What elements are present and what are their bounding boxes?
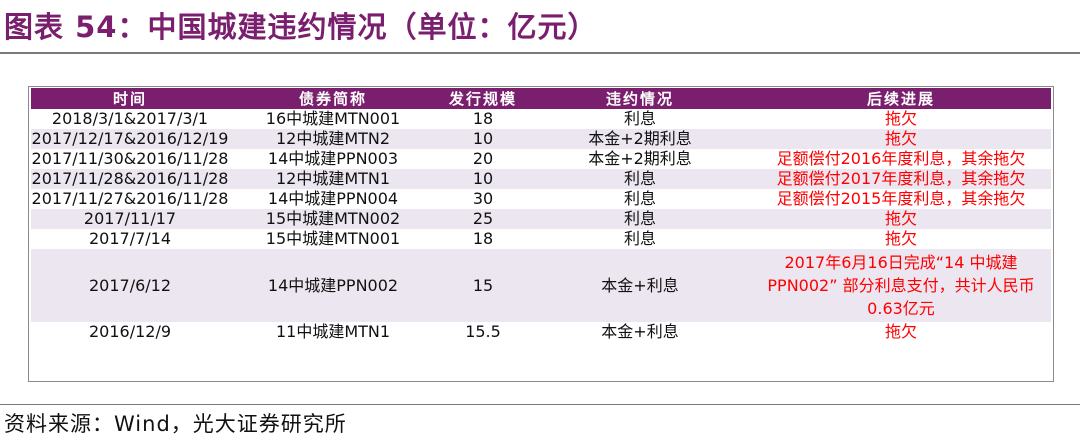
cell-progress: 拖欠 — [751, 209, 1051, 229]
table-row: 2018/3/1&2017/3/1 16中城建MTN001 18 利息 拖欠 — [31, 109, 1051, 129]
default-table: 时间 债券简称 发行规模 违约情况 后续进展 2018/3/1&2017/3/1… — [31, 88, 1051, 342]
cell-bond-name: 14中城建PPN002 — [229, 249, 437, 322]
table-frame — [28, 86, 1054, 382]
cell-progress: 拖欠 — [884, 322, 917, 341]
cell-progress: 拖欠 — [884, 109, 917, 128]
cell-default-status: 本金+2期利息 — [529, 129, 751, 149]
cell-default-status: 本金+2期利息 — [588, 149, 692, 168]
header-bond-name: 债券简称 — [229, 88, 437, 109]
cell-issue-size: 10 — [437, 169, 529, 189]
cell-default-status: 利息 — [623, 109, 656, 128]
cell-default-status: 本金+利息 — [601, 322, 679, 341]
cell-bond-name: 12中城建MTN1 — [229, 169, 437, 189]
cell-default-status: 利息 — [529, 169, 751, 189]
source-note: 资料来源：Wind，光大证券研究所 — [4, 412, 347, 436]
cell-progress: 2017年6月16日完成“14 中城建 PPN002” 部分利息支付，共计人民币… — [751, 249, 1051, 322]
table-row: 2017/7/14 15中城建MTN001 18 利息 拖欠 — [31, 229, 1051, 249]
cell-time: 2017/7/14 — [88, 229, 172, 248]
cell-time: 2017/11/30&2016/11/28 — [31, 149, 229, 168]
title-divider — [0, 52, 1080, 54]
header-default-status: 违约情况 — [529, 88, 751, 109]
cell-bond-name: 12中城建MTN2 — [229, 129, 437, 149]
cell-bond-name: 15中城建MTN001 — [265, 229, 401, 248]
cell-default-status: 利息 — [623, 229, 656, 248]
cell-progress: 拖欠 — [884, 229, 917, 248]
source-divider — [0, 404, 1080, 405]
cell-issue-size: 18 — [472, 229, 494, 248]
cell-issue-size: 25 — [437, 209, 529, 229]
cell-time: 2018/3/1&2017/3/1 — [51, 109, 209, 128]
table-row: 2017/11/28&2016/11/28 12中城建MTN1 10 利息 足额… — [31, 169, 1051, 189]
cell-issue-size: 10 — [437, 129, 529, 149]
cell-default-status: 利息 — [529, 209, 751, 229]
cell-bond-name: 11中城建MTN1 — [275, 322, 391, 341]
cell-progress: 足额偿付2016年度利息，其余拖欠 — [776, 149, 1026, 168]
cell-issue-size: 30 — [472, 189, 494, 208]
cell-progress: 足额偿付2015年度利息，其余拖欠 — [776, 189, 1026, 208]
cell-bond-name: 16中城建MTN001 — [265, 109, 401, 128]
cell-default-status: 本金+利息 — [529, 249, 751, 322]
cell-time: 2017/6/12 — [31, 249, 229, 322]
cell-default-status: 利息 — [623, 189, 656, 208]
cell-time: 2017/12/17&2016/12/19 — [31, 129, 229, 149]
cell-progress: 拖欠 — [751, 129, 1051, 149]
table-row: 2016/12/9 11中城建MTN1 15.5 本金+利息 拖欠 — [31, 322, 1051, 342]
cell-time: 2016/12/9 — [88, 322, 172, 341]
cell-bond-name: 14中城建PPN004 — [267, 189, 399, 208]
cell-bond-name: 15中城建MTN002 — [229, 209, 437, 229]
cell-issue-size: 18 — [472, 109, 494, 128]
cell-progress: 足额偿付2017年度利息，其余拖欠 — [751, 169, 1051, 189]
cell-time: 2017/11/28&2016/11/28 — [31, 169, 229, 189]
table-row: 2017/11/17 15中城建MTN002 25 利息 拖欠 — [31, 209, 1051, 229]
header-issue-size: 发行规模 — [437, 88, 529, 109]
cell-time: 2017/11/27&2016/11/28 — [31, 189, 229, 208]
table-row: 2017/6/12 14中城建PPN002 15 本金+利息 2017年6月16… — [31, 249, 1051, 322]
table-row: 2017/11/30&2016/11/28 14中城建PPN003 20 本金+… — [31, 149, 1051, 169]
cell-time: 2017/11/17 — [31, 209, 229, 229]
cell-bond-name: 14中城建PPN003 — [267, 149, 399, 168]
table-row: 2017/11/27&2016/11/28 14中城建PPN004 30 利息 … — [31, 189, 1051, 209]
header-time: 时间 — [31, 88, 229, 109]
cell-issue-size: 15.5 — [465, 322, 501, 341]
table-row: 2017/12/17&2016/12/19 12中城建MTN2 10 本金+2期… — [31, 129, 1051, 149]
cell-issue-size: 20 — [472, 149, 494, 168]
cell-issue-size: 15 — [437, 249, 529, 322]
header-progress: 后续进展 — [751, 88, 1051, 109]
table-header-row: 时间 债券简称 发行规模 违约情况 后续进展 — [31, 88, 1051, 109]
figure-title: 图表 54：中国城建违约情况（单位：亿元） — [4, 10, 598, 44]
